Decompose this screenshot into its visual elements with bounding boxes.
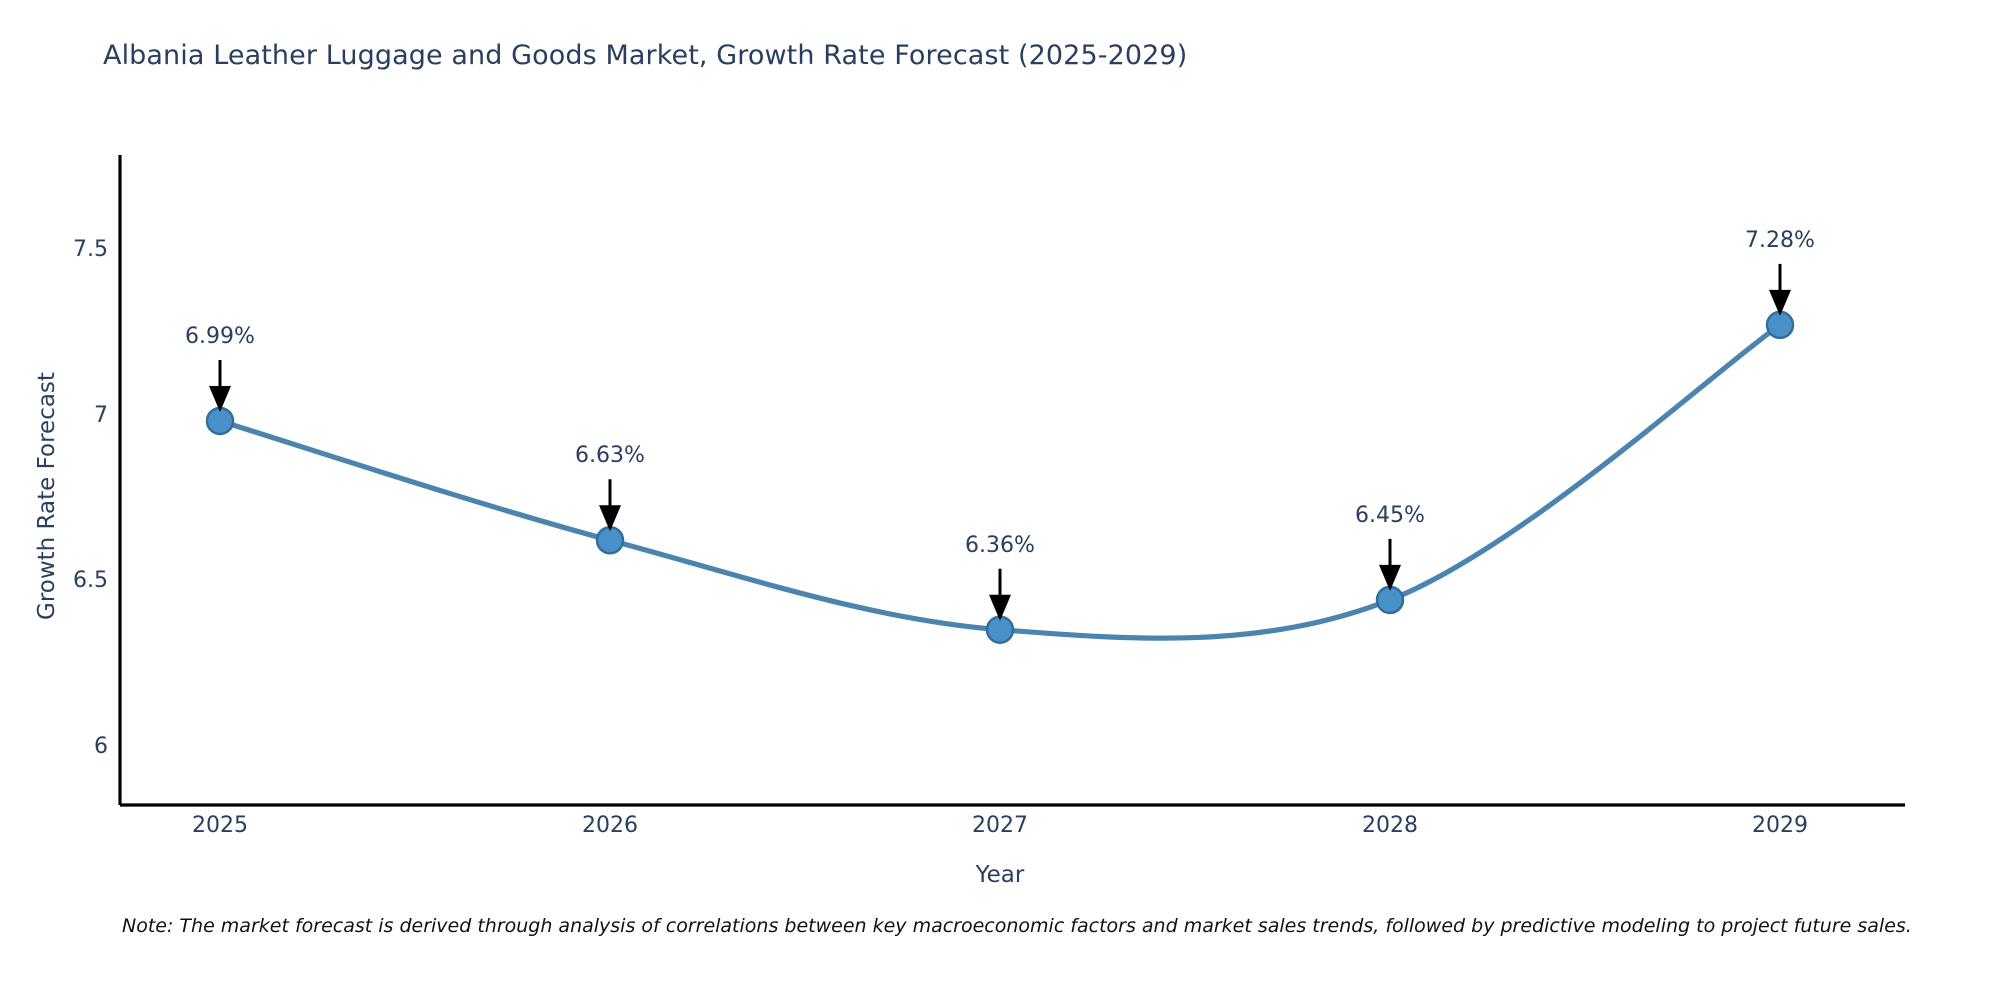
- y-tick-label-1: 7: [94, 402, 108, 428]
- y-tick-label-2: 6.5: [73, 568, 108, 594]
- x-tick-label-2025: 2025: [192, 813, 248, 838]
- point-label-2029: 7.28%: [1745, 227, 1815, 253]
- chart-footnote: Note: The market forecast is derived thr…: [122, 915, 1912, 937]
- annotation-arrows: [209, 263, 1791, 621]
- annotation-arrow-head: [989, 594, 1011, 621]
- annotation-arrow-head: [1379, 564, 1401, 591]
- point-label-2026: 6.63%: [575, 443, 645, 469]
- y-tick-label-0: 7.5: [73, 237, 108, 262]
- y-axis-title: Growth Rate Forecast: [34, 372, 60, 620]
- x-tick-label-2029: 2029: [1752, 813, 1808, 838]
- y-tick-label-3: 6: [94, 734, 108, 759]
- chart-title: Albania Leather Luggage and Goods Market…: [103, 40, 1188, 71]
- x-axis-title: Year: [975, 862, 1025, 888]
- point-label-2028: 6.45%: [1355, 502, 1425, 528]
- x-tick-label-2027: 2027: [972, 813, 1028, 838]
- point-label-2027: 6.36%: [965, 532, 1035, 558]
- annotation-arrow-head: [1769, 289, 1791, 316]
- annotation-arrow-head: [599, 505, 621, 532]
- x-tick-label-2028: 2028: [1362, 813, 1418, 838]
- point-label-2025: 6.99%: [185, 323, 255, 349]
- annotation-arrow-head: [209, 385, 231, 412]
- x-tick-label-2026: 2026: [582, 813, 638, 838]
